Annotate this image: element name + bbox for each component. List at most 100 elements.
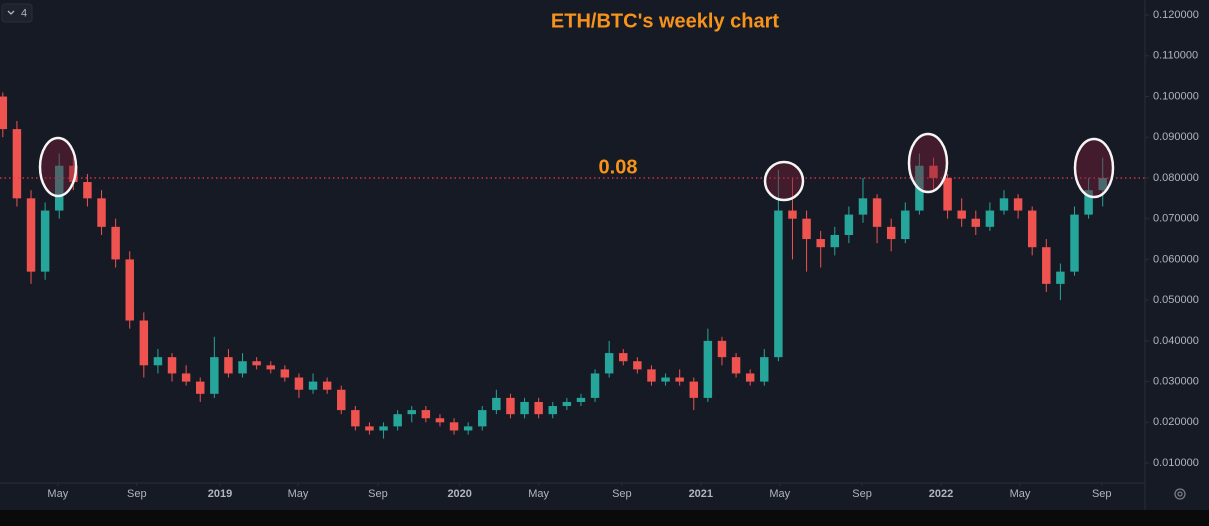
candle-body [929, 165, 938, 178]
candle-body [153, 357, 163, 366]
candle-body [294, 377, 304, 390]
candle-body [26, 198, 36, 272]
candle-body [802, 218, 811, 240]
candle-body [1070, 214, 1079, 272]
candle-body [562, 401, 572, 407]
x-tick-label: May [1010, 488, 1031, 500]
candle-body [858, 198, 868, 215]
candle-body [393, 414, 402, 427]
candle-body [985, 210, 995, 227]
candle-body [619, 353, 628, 362]
candle-body [322, 381, 332, 390]
candle-body [252, 361, 261, 366]
x-tick-label: Sep [612, 488, 632, 500]
y-tick-label: 0.030000 [1153, 376, 1199, 388]
candle-body [97, 198, 106, 227]
candle-body [463, 426, 473, 431]
chart-title: ETH/BTC's weekly chart [551, 10, 780, 32]
highlight-ellipse [38, 136, 78, 198]
candle-body [576, 397, 586, 402]
candle-body [548, 406, 557, 415]
candle-body [421, 410, 431, 419]
candle-body [506, 397, 515, 415]
candle-body [717, 340, 727, 358]
candle-body [478, 410, 487, 427]
candle-body [139, 320, 149, 366]
gear-ring [1174, 488, 1186, 500]
candle-body [1027, 210, 1037, 248]
x-tick-label: May [288, 488, 309, 500]
candle-body [337, 389, 346, 411]
candle-body [407, 410, 416, 415]
candle-body [40, 210, 50, 272]
candle-body [731, 357, 741, 374]
candle-body [181, 373, 191, 382]
highlight-ellipses [38, 132, 1115, 202]
candle-body [999, 198, 1009, 211]
x-tick-label: Sep [852, 488, 872, 500]
candle-body [167, 357, 177, 374]
candle-body [111, 226, 120, 260]
candle-body [365, 426, 374, 431]
candle-body [1084, 190, 1093, 215]
candle-body [675, 377, 684, 382]
candle-body [69, 165, 78, 183]
candle-body [633, 361, 642, 370]
settings-icon[interactable] [1174, 488, 1186, 500]
y-tick-label: 0.020000 [1153, 416, 1199, 428]
y-tick-label: 0.110000 [1153, 50, 1198, 62]
y-tick-label: 0.060000 [1153, 253, 1199, 265]
candle-body [703, 340, 713, 398]
candle-body [886, 226, 896, 240]
highlight-ellipse [1073, 137, 1115, 199]
x-tick-label: Sep [1092, 488, 1112, 500]
candle-body [308, 381, 318, 390]
candle-body [83, 182, 92, 199]
candle-body [788, 210, 797, 219]
candle-body [210, 357, 219, 394]
candle-body [534, 401, 543, 415]
candle-body [830, 234, 840, 248]
x-tick-label: May [528, 488, 549, 500]
button-badge: 4 [21, 7, 27, 19]
x-tick-label: May [47, 488, 68, 500]
candle-body [604, 353, 614, 374]
candle-body [266, 365, 275, 370]
candle-body [647, 369, 656, 382]
bottom-strip [0, 510, 1209, 526]
candle-body [901, 210, 910, 240]
chevron-icon [7, 10, 15, 15]
candle-body [54, 165, 64, 211]
candle-body [449, 422, 459, 431]
button-bg[interactable] [1, 3, 33, 23]
x-tick-label: Sep [368, 488, 388, 500]
candle-body [520, 401, 529, 415]
candle-body [379, 426, 388, 431]
x-tick-label: 2019 [208, 488, 232, 500]
x-tick-label: May [769, 488, 790, 500]
highlight-ellipse [763, 160, 805, 202]
candle-body [125, 259, 134, 321]
candle-body [971, 218, 981, 227]
candle-body [12, 129, 22, 199]
candle-body [943, 177, 952, 211]
x-tick-label: 2021 [689, 488, 713, 500]
candle-body [196, 381, 205, 394]
x-tick-label: 2022 [929, 488, 953, 500]
candle-body [590, 373, 600, 398]
candle-body [1056, 271, 1065, 284]
candle-body [492, 397, 501, 411]
gear-hub [1177, 491, 1183, 497]
x-tick-label: 2020 [447, 488, 471, 500]
candle-body [774, 210, 783, 358]
highlight-ellipse [907, 132, 949, 194]
collapse-button[interactable]: 4 [1, 3, 33, 23]
y-tick-label: 0.040000 [1153, 335, 1199, 347]
y-tick-label: 0.080000 [1153, 172, 1199, 184]
y-tick-label: 0.010000 [1153, 457, 1199, 469]
candle-body [760, 357, 769, 382]
candle-body [872, 198, 882, 227]
candle-body [816, 239, 825, 248]
reference-label: 0.08 [599, 156, 638, 178]
